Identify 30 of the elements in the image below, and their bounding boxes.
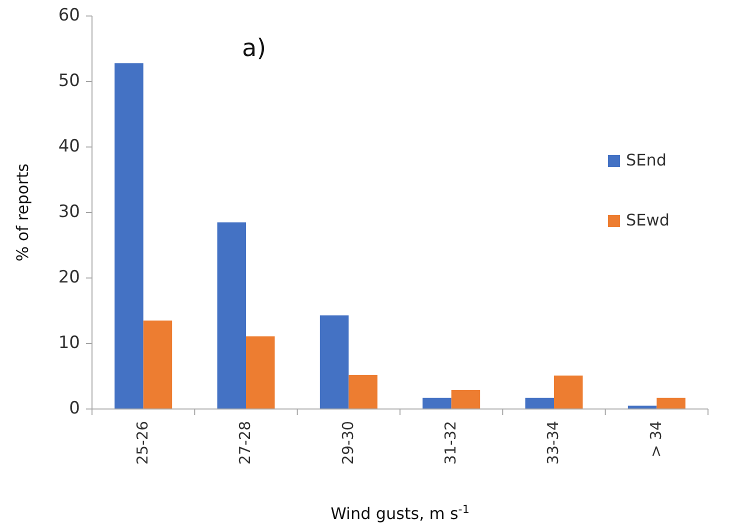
bar (554, 376, 583, 409)
bar (422, 398, 452, 409)
y-tick-label: 20 (58, 268, 80, 288)
bar (246, 336, 275, 409)
y-tick-label: 50 (58, 71, 80, 92)
y-axis-title: % of reports (13, 164, 32, 262)
x-tick-label: > 34 (646, 421, 665, 458)
bar (217, 222, 246, 409)
x-tick-label: 33-34 (544, 421, 562, 465)
bar (143, 320, 172, 409)
y-tick-label: 60 (58, 6, 80, 26)
bar (525, 398, 554, 409)
x-tick-label: 29-30 (338, 421, 357, 465)
bar (451, 390, 480, 409)
x-tick-label: 25-26 (133, 421, 152, 465)
x-axis-title: Wind gusts, m s$^{-1}$ (330, 502, 470, 523)
bar (628, 406, 657, 409)
y-tick-label: 10 (58, 333, 80, 354)
y-tick-label: 0 (69, 398, 80, 419)
bar (320, 315, 349, 409)
legend-label: SEwd (626, 210, 670, 230)
x-tick-label: 27-28 (236, 421, 254, 465)
legend-label: SEnd (626, 150, 667, 170)
bar (348, 374, 378, 409)
text: a) (242, 34, 266, 62)
y-tick-label: 30 (58, 202, 80, 222)
bar (656, 398, 686, 409)
x-tick-label: 31-32 (441, 421, 460, 465)
bar (114, 63, 144, 409)
y-tick-label: 40 (58, 136, 80, 157)
